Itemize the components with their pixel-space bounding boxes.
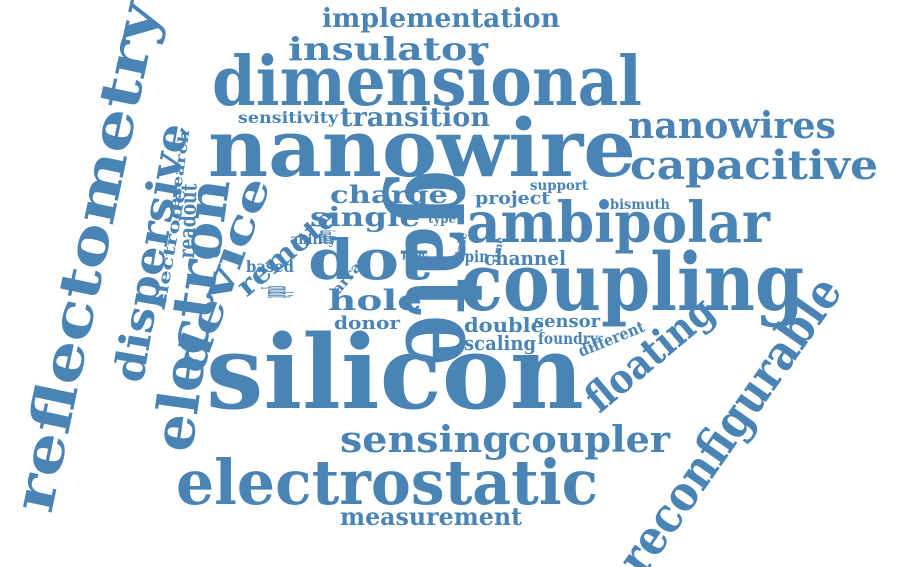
word-proc: proc [402,246,429,260]
word-readout: readout [174,182,203,259]
word-support: support [530,178,589,194]
word-sensitivity: sensitivity [238,108,339,127]
word-implementation: implementation [322,4,560,34]
word-coupling: coupling [460,235,805,329]
word-dot: dot [308,227,430,292]
word-sensing: sensing [340,419,510,461]
word-charge: charge [330,180,448,209]
word-project: project [475,188,550,209]
word-capacitive: capacitive [630,142,879,189]
word-hole: hole [328,284,423,317]
word-spin: spin [457,247,489,266]
word-insulator: insulator [288,30,488,68]
word-coupler: coupler [508,419,670,461]
word-silicon: silicon [206,313,584,433]
word-double: double [464,313,544,337]
word-ambipolar: ambipolar [466,190,770,256]
word-dimensional: dimensional [212,42,642,122]
word-based: based [246,257,294,276]
word-type: type [428,211,457,227]
word-single: single [310,203,421,233]
word-measurement: measurement [340,502,523,531]
word-bismuth: bismuth [610,197,670,213]
word-gate: gate [381,170,510,367]
word-electrostatic: electrostatic [176,446,599,519]
word-foundry: foundry [538,329,598,348]
word-nanowires: nanowires [628,105,836,147]
word-ability: ability [290,232,337,248]
word-qubit: qubit [259,286,299,299]
word-donor: donor [334,313,400,334]
word-sensor: sensor [534,311,601,332]
word-transition: transition [340,103,491,133]
word-scaling: scaling [464,331,537,355]
word-nanowire: nanowire [208,101,636,195]
word-channel: channel [484,246,566,270]
